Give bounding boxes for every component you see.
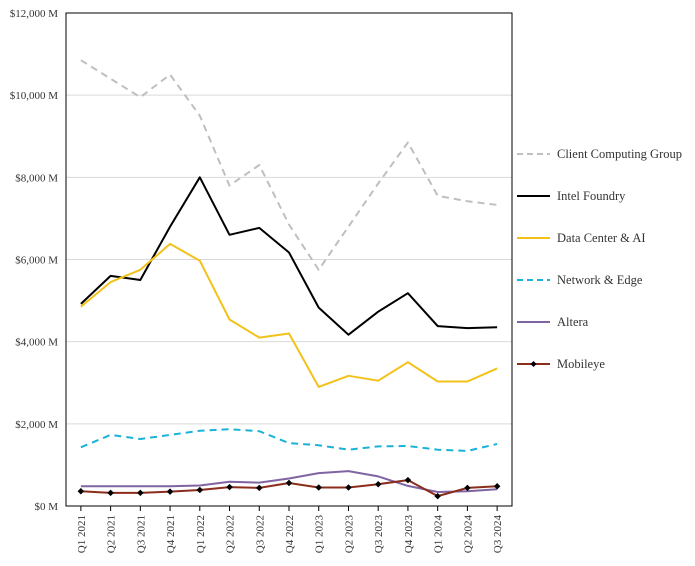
y-tick-label: $6,000 M: [15, 255, 58, 267]
data-point-marker: [434, 492, 442, 500]
data-point-marker: [374, 480, 382, 488]
data-point-marker: [493, 482, 501, 490]
x-tick-label: Q3 2024: [492, 515, 504, 554]
x-tick-label: Q2 2024: [462, 515, 474, 554]
data-point-marker: [166, 488, 174, 495]
series-line-1: [80, 176, 498, 336]
x-tick-label: Q3 2022: [254, 515, 266, 553]
x-tick-label: Q2 2021: [106, 515, 118, 553]
data-point-marker: [404, 476, 412, 484]
x-tick-label: Q3 2021: [135, 515, 147, 553]
legend: Client Computing Group Intel Foundry Data …: [517, 147, 682, 371]
legend-label-4: Altera: [557, 315, 589, 329]
y-tick-label: $10,000 M: [10, 90, 59, 102]
x-tick-label: Q2 2022: [225, 515, 237, 553]
y-tick-label: $4,000 M: [15, 337, 58, 349]
y-tick-label: $0 M: [34, 501, 58, 513]
data-point-marker: [345, 484, 352, 491]
legend-marker: [530, 361, 537, 367]
data-point-marker: [226, 483, 233, 491]
y-tick-label: $8,000 M: [15, 172, 58, 184]
x-tick-label: Q4 2022: [284, 515, 296, 553]
data-point-marker: [464, 484, 471, 492]
y-axis-ticks: $0 M $2,000 M $4,000 M $6,000 M $8,000 M $10,…: [10, 8, 59, 513]
data-point-marker: [107, 489, 114, 497]
data-point-marker: [255, 484, 263, 492]
x-axis-ticks: Q1 2021 Q2 2021 Q3 2021 Q4 2021 Q1 2022 Q2 20…: [76, 506, 504, 553]
legend-label-0: Client Computing Group: [557, 147, 682, 161]
y-tick-label: $2,000 M: [15, 419, 58, 431]
x-tick-label: Q2 2023: [343, 515, 355, 554]
x-tick-label: Q1 2021: [76, 515, 88, 553]
y-tick-label: $12,000 M: [10, 8, 59, 20]
x-tick-label: Q1 2022: [195, 515, 207, 553]
data-point-marker: [77, 487, 85, 495]
x-tick-label: Q4 2023: [403, 515, 415, 554]
series-line-0: [80, 59, 498, 271]
x-tick-label: Q1 2024: [433, 515, 445, 554]
legend-label-1: Intel Foundry: [557, 189, 626, 203]
series-line-2: [80, 242, 498, 388]
legend-label-5: Mobileye: [557, 357, 605, 371]
x-tick-label: Q3 2023: [373, 515, 385, 554]
data-point-marker: [136, 489, 144, 497]
series-lines: [77, 59, 501, 500]
gridlines: [66, 94, 512, 425]
x-tick-label: Q1 2023: [314, 515, 326, 554]
legend-label-3: Network & Edge: [557, 273, 643, 287]
plot-frame: [65, 12, 513, 507]
data-point-marker: [315, 484, 323, 491]
x-tick-label: Q4 2021: [165, 515, 177, 553]
series-line-3: [80, 428, 498, 452]
data-point-marker: [285, 479, 293, 487]
data-point-marker: [196, 486, 204, 494]
legend-label-2: Data Center & AI: [557, 231, 646, 245]
